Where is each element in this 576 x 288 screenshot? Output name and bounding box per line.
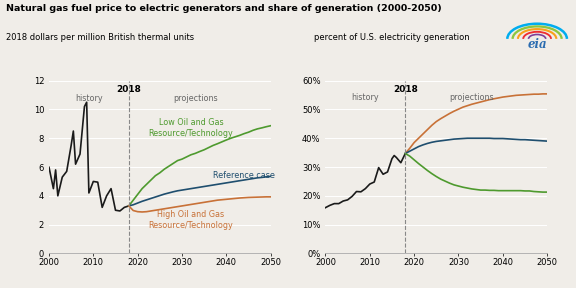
Text: Natural gas fuel price to electric generators and share of generation (2000-2050: Natural gas fuel price to electric gener… [6,4,442,13]
Text: 2018: 2018 [393,85,418,94]
Text: Low Oil and Gas
Resource/Technology: Low Oil and Gas Resource/Technology [149,118,233,138]
Text: projections: projections [173,94,218,103]
Text: history: history [75,94,103,103]
Text: 2018 dollars per million British thermal units: 2018 dollars per million British thermal… [6,33,194,42]
Text: projections: projections [449,93,494,102]
Text: Reference case: Reference case [213,171,275,180]
Text: 2018: 2018 [116,85,141,94]
Text: history: history [351,93,379,102]
Text: High Oil and Gas
Resource/Technology: High Oil and Gas Resource/Technology [149,210,233,230]
Text: percent of U.S. electricity generation: percent of U.S. electricity generation [314,33,469,42]
Text: eia: eia [527,38,547,51]
